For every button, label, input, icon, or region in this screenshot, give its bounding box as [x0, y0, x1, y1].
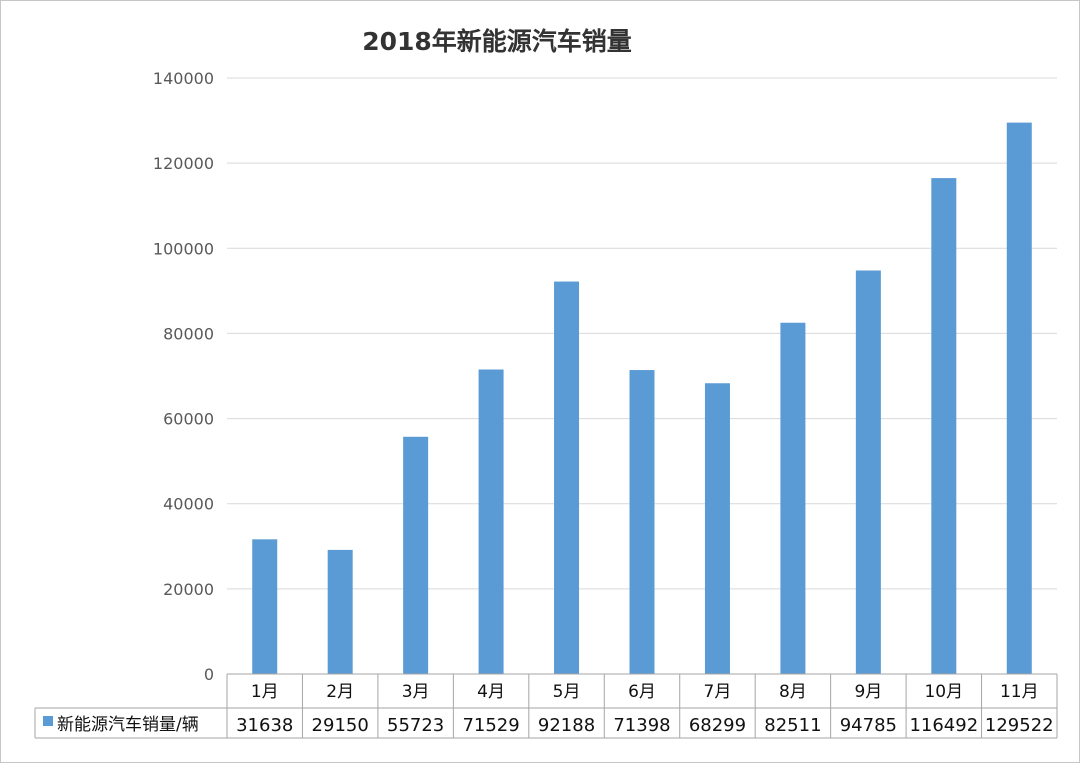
table-category-label: 1月	[251, 682, 279, 702]
bars	[252, 122, 1032, 675]
bar-11月	[1006, 122, 1032, 675]
legend-series-name: 新能源汽车销量/辆	[57, 715, 199, 735]
table-value-cell: 92188	[538, 715, 595, 736]
table-value-cell: 82511	[764, 715, 821, 736]
bar-9月	[855, 270, 881, 674]
y-tick-label: 100000	[153, 239, 214, 258]
table-value-cell: 55723	[387, 715, 444, 736]
bar-8月	[780, 322, 806, 674]
gridlines	[227, 77, 1057, 590]
table-value-cell: 94785	[840, 715, 897, 736]
bar-5月	[554, 281, 580, 674]
table-value-cell: 68299	[689, 715, 746, 736]
y-axis-tick-labels: 0 20000 40000 60000 80000 100000 120000 140000	[153, 69, 214, 684]
table-value-cell: 29150	[312, 715, 369, 736]
y-tick-label: 80000	[163, 324, 214, 343]
bar-3月	[403, 436, 429, 674]
table-category-label: 6月	[628, 682, 656, 702]
table-value-cell: 71529	[462, 715, 519, 736]
table-category-label: 2月	[326, 682, 354, 702]
legend-swatch	[43, 716, 53, 726]
table-category-label: 9月	[854, 682, 882, 702]
y-tick-label: 120000	[153, 154, 214, 173]
table-category-label: 10月	[924, 682, 963, 702]
table-category-label: 5月	[553, 682, 581, 702]
table-category-label: 8月	[779, 682, 807, 702]
y-tick-label: 140000	[153, 69, 214, 88]
table-category-label: 3月	[402, 682, 430, 702]
bar-2月	[327, 549, 353, 674]
bar-7月	[704, 383, 730, 674]
bar-10月	[931, 178, 957, 675]
table-value-cell: 31638	[236, 715, 293, 736]
table-category-label: 7月	[704, 682, 732, 702]
y-tick-label: 40000	[163, 495, 214, 514]
y-tick-label: 60000	[163, 410, 214, 429]
y-tick-label: 0	[204, 665, 214, 684]
table-value-cell: 71398	[613, 715, 670, 736]
bar-6月	[629, 370, 655, 674]
chart-title: 2018年新能源汽车销量	[362, 27, 632, 56]
bar-1月	[252, 539, 278, 674]
table-value-cell: 129522	[985, 715, 1054, 736]
bar-4月	[478, 369, 504, 674]
table-category-label: 4月	[477, 682, 505, 702]
table-value-cell: 116492	[909, 715, 978, 736]
table-category-label: 11月	[1000, 682, 1039, 702]
y-tick-label: 20000	[163, 580, 214, 599]
